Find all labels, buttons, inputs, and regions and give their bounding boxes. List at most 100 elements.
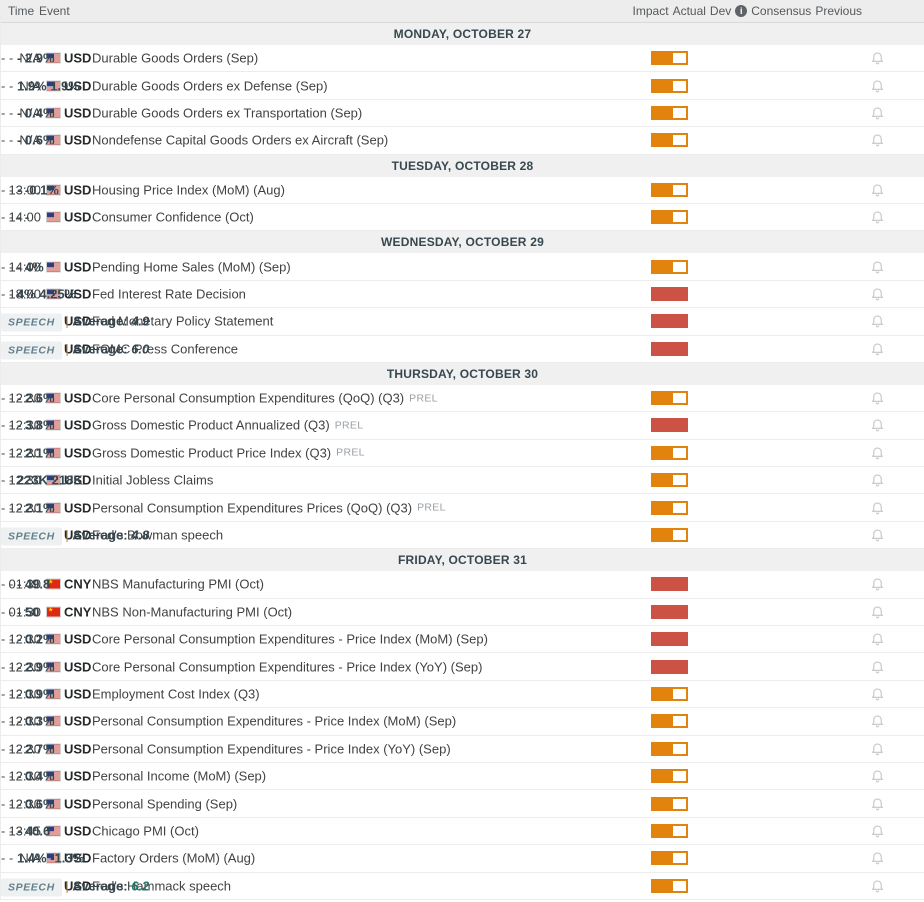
previous-value: -1.3% <box>50 850 85 866</box>
bell-reminder-icon[interactable] <box>870 769 886 784</box>
day-section: TUESDAY, OCTOBER 28 13:00 USD Housing Pr… <box>1 154 924 232</box>
country-flag-icon <box>46 447 61 459</box>
event-name[interactable]: Chicago PMI (Oct) <box>92 823 199 839</box>
bell-reminder-icon[interactable] <box>870 741 886 756</box>
currency-code: USD <box>64 259 92 275</box>
bell-reminder-icon[interactable] <box>870 473 886 488</box>
bell-reminder-icon[interactable] <box>870 341 886 356</box>
event-time: 13:45 <box>8 823 41 839</box>
consensus-value: - <box>16 741 22 757</box>
event-name[interactable]: Personal Consumption Expenditures Prices… <box>92 500 413 516</box>
actual-value: - <box>1 78 6 94</box>
event-name[interactable]: Employment Cost Index (Q3) <box>92 686 260 702</box>
event-name[interactable]: Fed Monetary Policy Statement <box>92 313 274 329</box>
bell-reminder-icon[interactable] <box>870 632 886 647</box>
event-row: 12:30 USD Employment Cost Index (Q3) - -… <box>1 680 924 709</box>
event-name[interactable]: FOMC Press Conference <box>92 341 238 357</box>
event-name[interactable]: Gross Domestic Product Annualized (Q3) <box>92 417 330 433</box>
event-name[interactable]: Gross Domestic Product Price Index (Q3) <box>92 445 332 461</box>
impact-indicator <box>651 78 688 93</box>
event-name[interactable]: Fed's Hammack speech <box>92 878 232 894</box>
bell-reminder-icon[interactable] <box>870 878 886 893</box>
day-separator: THURSDAY, OCTOBER 30 <box>1 362 924 385</box>
event-name[interactable]: Durable Goods Orders ex Defense (Sep) <box>92 78 328 94</box>
event-name[interactable]: Core Personal Consumption Expenditures -… <box>92 659 483 675</box>
bell-reminder-icon[interactable] <box>870 259 886 274</box>
prel-tag: PREL <box>417 501 446 514</box>
dev-value: - <box>8 390 14 406</box>
bell-reminder-icon[interactable] <box>870 659 886 674</box>
dev-value: - <box>8 741 14 757</box>
country-flag-icon <box>46 743 61 755</box>
event-name[interactable]: Fed Interest Rate Decision <box>92 286 246 302</box>
bell-reminder-icon[interactable] <box>870 687 886 702</box>
consensus-value: - <box>16 796 22 812</box>
bell-reminder-icon[interactable] <box>870 823 886 838</box>
bell-reminder-icon[interactable] <box>870 714 886 729</box>
event-row: 12:30 USD Core Personal Consumption Expe… <box>1 626 924 654</box>
event-name[interactable]: Core Personal Consumption Expenditures -… <box>92 631 488 647</box>
bell-reminder-icon[interactable] <box>870 78 886 93</box>
currency-code: USD <box>64 209 92 225</box>
consensus-value: - <box>16 105 22 121</box>
bell-reminder-icon[interactable] <box>870 528 886 543</box>
bell-reminder-icon[interactable] <box>870 105 886 120</box>
bell-reminder-icon[interactable] <box>870 286 886 301</box>
currency-code: USD <box>64 341 92 357</box>
currency-code: USD <box>64 850 92 866</box>
event-name[interactable]: Personal Consumption Expenditures - Pric… <box>92 713 457 729</box>
bell-reminder-icon[interactable] <box>870 500 886 515</box>
bell-reminder-icon[interactable] <box>870 604 886 619</box>
previous-value: 2.1% <box>24 445 55 461</box>
event-name[interactable]: Consumer Confidence (Oct) <box>92 209 254 225</box>
day-separator: WEDNESDAY, OCTOBER 29 <box>1 231 924 254</box>
currency-code: CNY <box>64 576 92 592</box>
dev-info-icon[interactable]: i <box>735 5 748 17</box>
event-row: 12:30 USD Core Personal Consumption Expe… <box>1 384 924 413</box>
country-flag-icon <box>46 688 61 700</box>
event-name[interactable]: Core Personal Consumption Expenditures (… <box>92 390 405 406</box>
bell-reminder-icon[interactable] <box>870 133 886 148</box>
currency-code: USD <box>64 823 92 839</box>
event-name[interactable]: Fed's Bowman speech <box>92 527 224 543</box>
bell-reminder-icon[interactable] <box>870 577 886 592</box>
event-name[interactable]: Initial Jobless Claims <box>92 472 214 488</box>
bell-reminder-icon[interactable] <box>870 51 886 66</box>
bell-reminder-icon[interactable] <box>870 418 886 433</box>
bell-reminder-icon[interactable] <box>870 851 886 866</box>
event-name[interactable]: Pending Home Sales (MoM) (Sep) <box>92 259 291 275</box>
consensus-value: - <box>16 417 22 433</box>
event-name[interactable]: Personal Income (MoM) (Sep) <box>92 768 267 784</box>
event-name[interactable]: Nondefense Capital Goods Orders ex Aircr… <box>92 132 389 148</box>
bell-reminder-icon[interactable] <box>870 445 886 460</box>
actual-value: - <box>1 850 6 866</box>
actual-value: - <box>1 796 6 812</box>
dev-value: - <box>8 713 14 729</box>
bell-reminder-icon[interactable] <box>870 182 886 197</box>
bell-reminder-icon[interactable] <box>870 210 886 225</box>
event-row: 12:30 USD Personal Spending (Sep) - - - … <box>1 790 924 818</box>
event-name[interactable]: Personal Consumption Expenditures - Pric… <box>92 741 451 757</box>
dev-value: - <box>8 823 14 839</box>
event-name[interactable]: Durable Goods Orders (Sep) <box>92 50 259 66</box>
bell-reminder-icon[interactable] <box>870 391 886 406</box>
event-name[interactable]: NBS Manufacturing PMI (Oct) <box>92 576 264 592</box>
country-flag-icon <box>46 825 61 837</box>
bell-reminder-icon[interactable] <box>870 796 886 811</box>
event-time: 12:30 <box>8 713 41 729</box>
event-row: 13:00 USD Housing Price Index (MoM) (Aug… <box>1 176 924 204</box>
event-name[interactable]: Housing Price Index (MoM) (Aug) <box>92 182 285 198</box>
event-row: 18:00 USD Fed Interest Rate Decision - -… <box>1 280 924 309</box>
event-name[interactable]: Personal Spending (Sep) <box>92 796 238 812</box>
average-label: Average: <box>72 341 128 357</box>
bell-reminder-icon[interactable] <box>870 314 886 329</box>
event-name[interactable]: NBS Non-Manufacturing PMI (Oct) <box>92 604 293 620</box>
previous-value: - <box>24 209 30 225</box>
day-section: FRIDAY, OCTOBER 31 01:30 CNY NBS Manufac… <box>1 549 924 900</box>
event-time: N/A <box>19 132 41 148</box>
event-name[interactable]: Durable Goods Orders ex Transportation (… <box>92 105 363 121</box>
table-header-right: Impact Actual Dev i Consensus Previous <box>633 0 862 22</box>
event-name[interactable]: Factory Orders (MoM) (Aug) <box>92 850 256 866</box>
currency-code: USD <box>64 796 92 812</box>
actual-value: - <box>1 472 6 488</box>
